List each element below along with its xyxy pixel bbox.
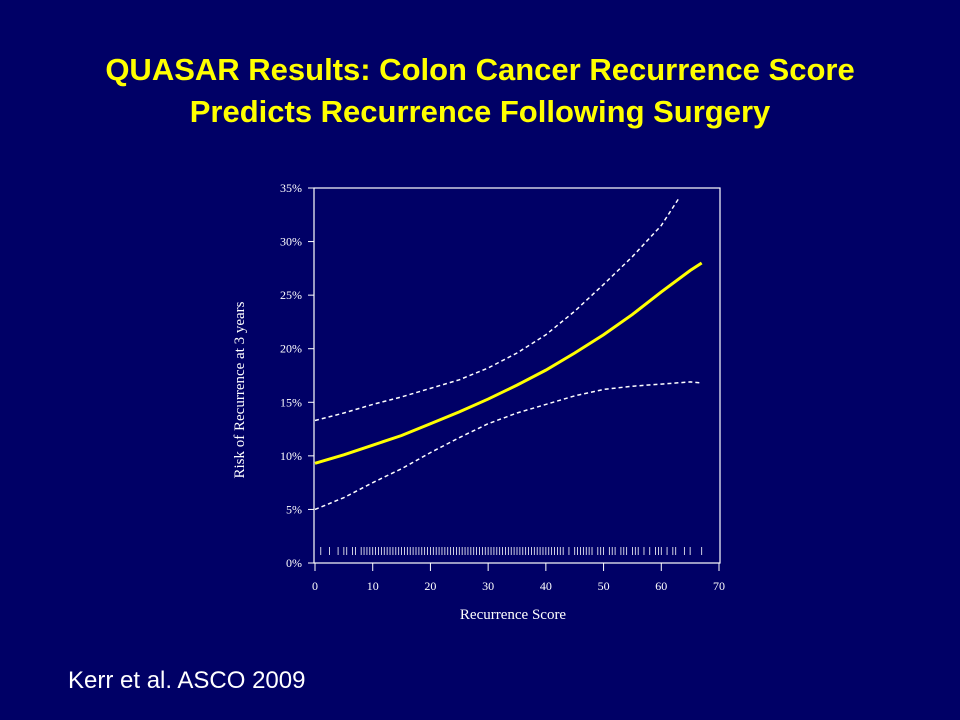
series-line [314,261,703,465]
series-line [314,381,702,511]
x-tick-label: 40 [540,579,552,593]
y-tick-label: 5% [286,502,302,516]
y-tick-label: 30% [280,235,302,249]
y-tick-label: 10% [280,449,302,463]
subtitle: Predicts Recurrence Following Surgery [190,94,771,129]
series-line [314,198,680,422]
x-tick-label: 0 [312,579,318,593]
x-tick-label: 70 [713,579,725,593]
plot-frame [313,187,721,564]
y-tick-label: 25% [280,288,302,302]
x-tick-label: 20 [424,579,436,593]
y-tick-label: 15% [280,395,302,409]
x-tick-label: 10 [367,579,379,593]
x-tick-label: 50 [598,579,610,593]
y-tick-label: 20% [280,342,302,356]
y-tick-label: 0% [286,556,302,570]
citation: Kerr et al. ASCO 2009 [68,667,305,694]
y-tick-label: 35% [280,181,302,195]
x-tick-label: 60 [655,579,667,593]
x-tick-label: 30 [482,579,494,593]
x-axis-label: Recurrence Score [460,607,567,623]
title: QUASAR Results: Colon Cancer Recurrence … [105,52,854,87]
y-axis-label: Risk of Recurrence at 3 years [232,301,248,478]
